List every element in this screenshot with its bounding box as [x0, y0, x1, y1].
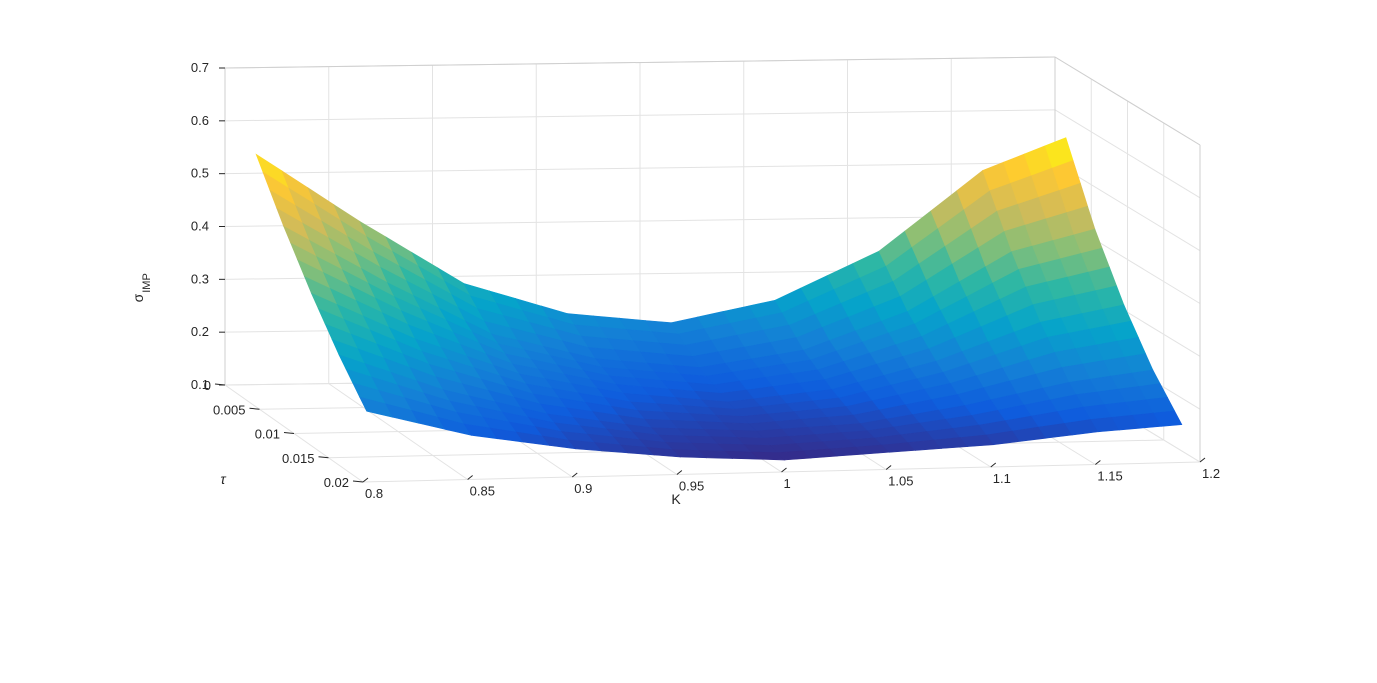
x-tick-mark	[571, 472, 578, 478]
x-tick-mark	[885, 465, 892, 470]
y-tick-mark	[249, 407, 260, 410]
y-tick-label: 0.01	[255, 427, 280, 442]
x-tick-label: 0.85	[470, 484, 495, 499]
x-tick-mark	[676, 470, 683, 475]
x-tick-label: 1.15	[1097, 469, 1122, 484]
y-tick-label: 0.015	[282, 451, 315, 466]
x-tick-mark	[781, 467, 787, 473]
x-tick-label: 1.2	[1202, 466, 1220, 481]
z-tick-label: 0.3	[191, 271, 209, 286]
x-tick-mark	[467, 475, 473, 480]
tick-layer: 0.8 0.85 0.9 0.95 1 1.05 1.1 1.15 1.200.0050.010…	[191, 60, 1220, 501]
x-tick-mark	[990, 462, 997, 468]
y-tick-mark	[283, 432, 295, 434]
x-tick-label: 1	[784, 476, 791, 491]
grid-line-z-back	[224, 109, 1056, 122]
y-tick-mark	[318, 456, 329, 459]
x-tick-label: 1.05	[888, 474, 913, 489]
y-tick-label: 0.005	[213, 402, 246, 417]
x-tick-mark	[1095, 460, 1101, 465]
x-tick-label: 0.8	[365, 486, 383, 501]
y-axis-label: τ	[220, 471, 226, 487]
z-axis-label-sub: IMP	[141, 273, 153, 293]
z-axis-label-main: σ	[130, 293, 146, 302]
surface-layer	[255, 137, 1183, 461]
z-axis-label: σ IMP	[130, 273, 153, 302]
z-tick-label: 0.5	[191, 166, 209, 181]
z-tick-label: 0.6	[191, 113, 209, 128]
z-tick-label: 0.2	[191, 324, 209, 339]
grid-line-z-back	[224, 162, 1056, 175]
box-edge	[224, 56, 1056, 69]
y-tick-label: 0.02	[324, 475, 349, 490]
x-axis-label: K	[671, 491, 681, 507]
x-tick-mark	[362, 477, 369, 483]
box-edge	[1054, 56, 1201, 146]
surface-patch	[1153, 410, 1183, 427]
y-tick-label: 0	[204, 378, 211, 393]
x-tick-mark	[1199, 457, 1206, 463]
y-tick-mark	[352, 480, 364, 483]
x-tick-label: 0.95	[679, 479, 704, 494]
x-tick-label: 1.1	[993, 471, 1011, 486]
z-tick-label: 0.7	[191, 60, 209, 75]
z-tick-label: 0.1	[191, 377, 209, 392]
x-tick-label: 0.9	[574, 481, 592, 496]
z-tick-label: 0.4	[191, 219, 209, 234]
